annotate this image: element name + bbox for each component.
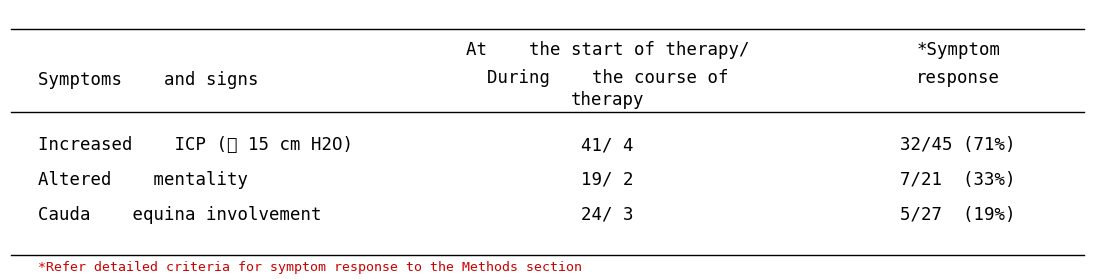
Text: 32/45 (71%): 32/45 (71%): [900, 136, 1016, 154]
Text: At    the start of therapy/: At the start of therapy/: [466, 41, 749, 59]
Text: Increased    ICP (〉 15 cm H2O): Increased ICP (〉 15 cm H2O): [38, 136, 354, 154]
Text: Altered    mentality: Altered mentality: [38, 171, 249, 189]
Text: Cauda    equina involvement: Cauda equina involvement: [38, 206, 322, 224]
Text: 5/27  (19%): 5/27 (19%): [900, 206, 1016, 224]
Text: *Symptom: *Symptom: [917, 41, 1000, 59]
Text: therapy: therapy: [570, 92, 645, 109]
Text: 19/ 2: 19/ 2: [581, 171, 634, 189]
Text: 7/21  (33%): 7/21 (33%): [900, 171, 1016, 189]
Text: response: response: [917, 69, 1000, 87]
Text: 41/ 4: 41/ 4: [581, 136, 634, 154]
Text: 24/ 3: 24/ 3: [581, 206, 634, 224]
Text: During    the course of: During the course of: [487, 69, 728, 87]
Text: Symptoms    and signs: Symptoms and signs: [38, 71, 258, 88]
Text: *Refer detailed criteria for symptom response to the Methods section: *Refer detailed criteria for symptom res…: [38, 261, 583, 274]
